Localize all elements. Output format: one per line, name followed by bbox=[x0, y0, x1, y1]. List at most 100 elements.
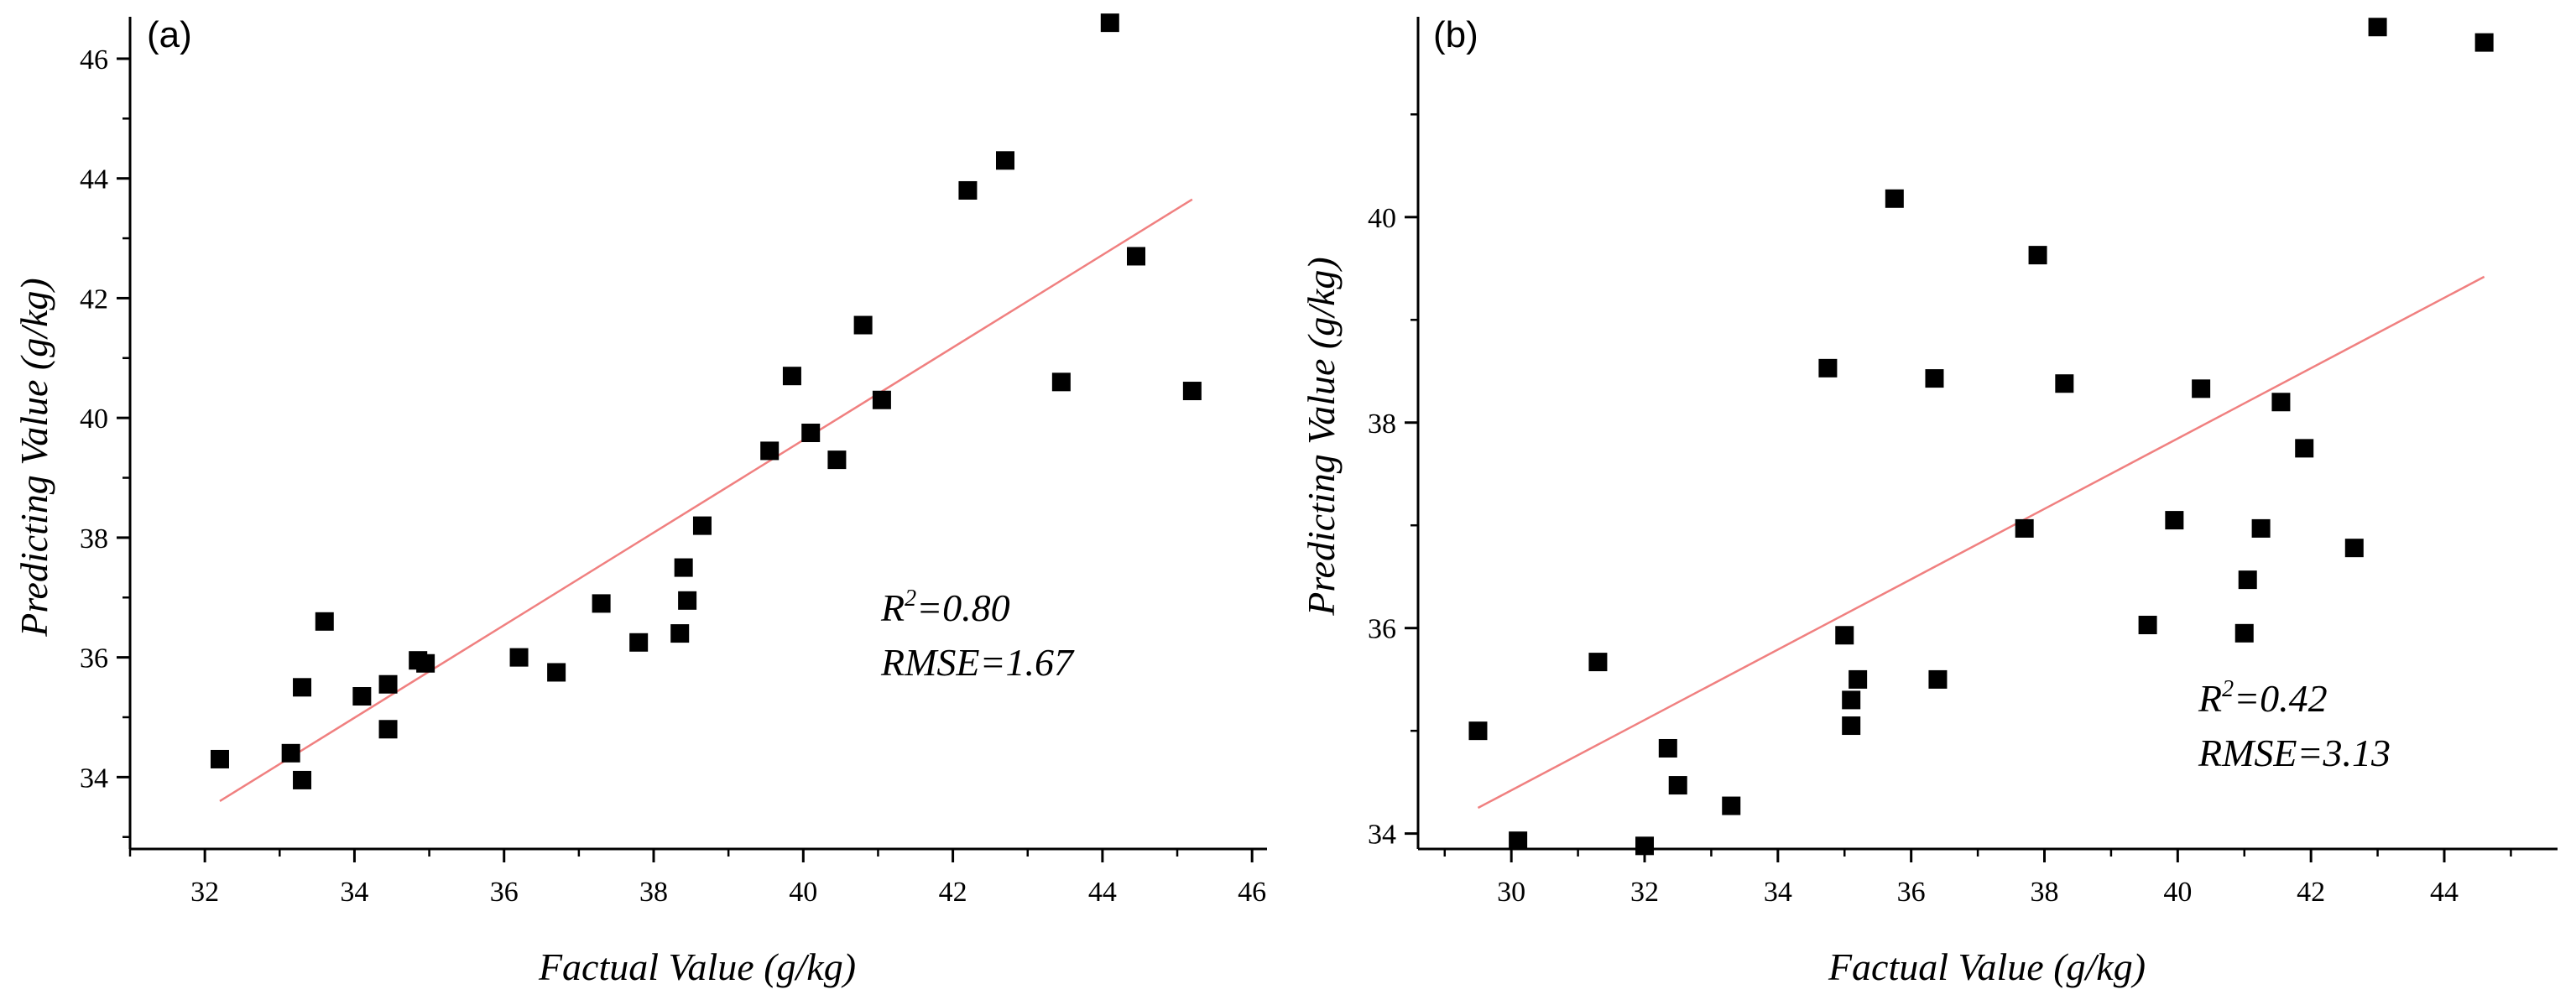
data-point bbox=[1842, 690, 1861, 710]
panel-a-r2: R2=0.80 bbox=[880, 586, 1010, 629]
data-point bbox=[1925, 369, 1944, 388]
panel-a-plot-area: 32 34 36 38 40 42 44 46 34 36 38 40 42 44 46 bbox=[80, 13, 1267, 908]
y-tick-label: 46 bbox=[80, 44, 108, 76]
data-point bbox=[1835, 626, 1854, 645]
data-point bbox=[827, 450, 847, 470]
data-point bbox=[1100, 13, 1119, 33]
panel-b-label: (b) bbox=[1433, 14, 1478, 55]
panel-b: 30 32 34 36 38 40 42 44 34 36 38 40 (b) R2=0.42 RMS… bbox=[1300, 14, 2558, 988]
y-tick-label: 36 bbox=[80, 643, 108, 674]
data-point bbox=[1509, 831, 1528, 851]
data-point bbox=[2138, 616, 2157, 635]
data-point bbox=[416, 654, 435, 673]
x-tick-label: 34 bbox=[340, 877, 368, 908]
y-tick-label: 38 bbox=[1368, 409, 1396, 440]
data-point bbox=[378, 720, 398, 739]
panel-a-regression-line bbox=[219, 198, 1193, 802]
data-point bbox=[2165, 511, 2184, 530]
data-point bbox=[378, 674, 398, 694]
data-point bbox=[1722, 796, 1741, 815]
data-point bbox=[547, 663, 566, 682]
data-point bbox=[2368, 18, 2387, 37]
data-point bbox=[958, 180, 978, 200]
data-point bbox=[281, 743, 300, 763]
panel-a-x-axis-title: Factual Value (g/kg) bbox=[538, 945, 856, 988]
y-tick-label: 36 bbox=[1368, 614, 1396, 645]
panel-b-x-axis-title: Factual Value (g/kg) bbox=[1828, 945, 2146, 988]
data-point bbox=[1468, 721, 1488, 741]
data-point bbox=[1126, 247, 1145, 266]
panel-a-y-axis-title: Predicting Value (g/kg) bbox=[13, 278, 55, 638]
data-point bbox=[2015, 518, 2034, 538]
data-point bbox=[995, 151, 1014, 170]
y-tick-label: 42 bbox=[80, 284, 108, 315]
y-tick-label: 44 bbox=[80, 164, 108, 195]
data-point bbox=[2192, 379, 2211, 398]
panel-b-y-axis-title: Predicting Value (g/kg) bbox=[1300, 257, 1343, 617]
data-point bbox=[2295, 439, 2314, 458]
y-tick-label: 40 bbox=[80, 404, 108, 435]
data-point bbox=[629, 633, 649, 652]
data-point bbox=[2474, 33, 2494, 52]
data-point bbox=[1588, 653, 1608, 672]
data-point bbox=[801, 424, 821, 442]
x-tick-label: 38 bbox=[2031, 877, 2059, 908]
y-tick-label: 38 bbox=[80, 523, 108, 555]
panel-a-rmse: RMSE=1.67 bbox=[880, 641, 1075, 684]
x-tick-label: 42 bbox=[2297, 877, 2325, 908]
x-tick-label: 44 bbox=[2430, 877, 2459, 908]
data-point bbox=[674, 558, 693, 577]
y-tick-label: 34 bbox=[1368, 820, 1396, 851]
x-tick-label: 42 bbox=[939, 877, 967, 908]
data-point bbox=[853, 315, 873, 335]
x-tick-label: 40 bbox=[2163, 877, 2192, 908]
data-point bbox=[760, 441, 780, 461]
data-point bbox=[352, 687, 372, 706]
x-tick-label: 30 bbox=[1497, 877, 1525, 908]
data-point bbox=[2055, 374, 2074, 393]
data-point bbox=[2028, 246, 2047, 265]
data-point bbox=[1842, 716, 1861, 736]
panel-b-r2: R2=0.42 bbox=[2198, 676, 2328, 720]
x-tick-label: 44 bbox=[1088, 877, 1117, 908]
x-tick-label: 36 bbox=[1897, 877, 1926, 908]
x-tick-label: 36 bbox=[490, 877, 519, 908]
x-tick-label: 32 bbox=[1630, 877, 1659, 908]
data-point bbox=[1051, 372, 1071, 392]
y-tick-label: 40 bbox=[1368, 203, 1396, 234]
data-point bbox=[1668, 776, 1687, 795]
data-point bbox=[509, 648, 529, 667]
data-point bbox=[293, 678, 312, 697]
data-point bbox=[2271, 393, 2291, 412]
data-point bbox=[1885, 189, 1904, 208]
data-point bbox=[1635, 836, 1655, 856]
panel-b-rmse: RMSE=3.13 bbox=[2198, 732, 2391, 774]
data-point bbox=[2234, 623, 2254, 643]
panel-b-plot-area: 30 32 34 36 38 40 42 44 34 36 38 40 bbox=[1368, 17, 2558, 908]
data-point bbox=[782, 367, 801, 386]
panel-b-regression-line bbox=[1477, 275, 2485, 810]
data-point bbox=[872, 390, 891, 409]
data-point bbox=[1182, 382, 1202, 401]
data-point bbox=[1928, 669, 1948, 689]
panel-a-label: (a) bbox=[147, 14, 192, 55]
data-point bbox=[678, 591, 697, 610]
x-tick-label: 46 bbox=[1238, 877, 1266, 908]
data-point bbox=[210, 749, 229, 768]
data-point bbox=[2238, 570, 2257, 590]
data-point bbox=[692, 516, 712, 535]
data-point bbox=[1818, 358, 1838, 378]
data-point bbox=[2344, 539, 2364, 558]
x-tick-label: 32 bbox=[190, 877, 219, 908]
x-tick-label: 34 bbox=[1764, 877, 1792, 908]
y-tick-label: 34 bbox=[80, 763, 108, 794]
data-point bbox=[315, 612, 334, 631]
data-point bbox=[1849, 669, 1868, 689]
data-point bbox=[670, 624, 690, 643]
x-tick-label: 40 bbox=[789, 877, 817, 908]
data-point bbox=[293, 770, 312, 789]
x-tick-label: 38 bbox=[639, 877, 668, 908]
data-point bbox=[592, 594, 611, 613]
panel-a: 32 34 36 38 40 42 44 46 34 36 38 40 42 44 46 (a) R2=0.… bbox=[13, 13, 1267, 988]
